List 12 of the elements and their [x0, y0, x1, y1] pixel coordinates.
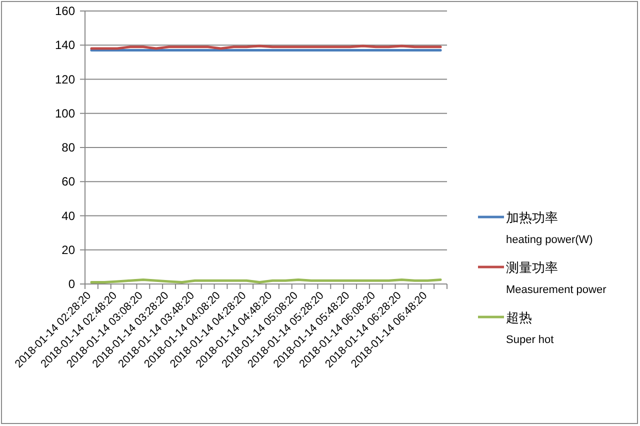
legend-label: 加热功率 heating power(W) — [506, 210, 593, 246]
y-tick-label: 0 — [68, 277, 76, 291]
y-tick-label: 60 — [62, 174, 76, 189]
legend-label: 测量功率 Measurement power — [506, 260, 607, 296]
y-tick-label: 20 — [62, 242, 76, 257]
y-tick-label: 80 — [62, 140, 76, 154]
y-tick-label: 100 — [54, 106, 76, 120]
legend-label: 超热 Super hot — [506, 310, 554, 346]
y-tick-label: 120 — [54, 72, 76, 86]
y-tick-label: 40 — [62, 208, 76, 223]
y-tick-label: 140 — [54, 38, 76, 52]
y-tick-label: 160 — [54, 4, 76, 18]
